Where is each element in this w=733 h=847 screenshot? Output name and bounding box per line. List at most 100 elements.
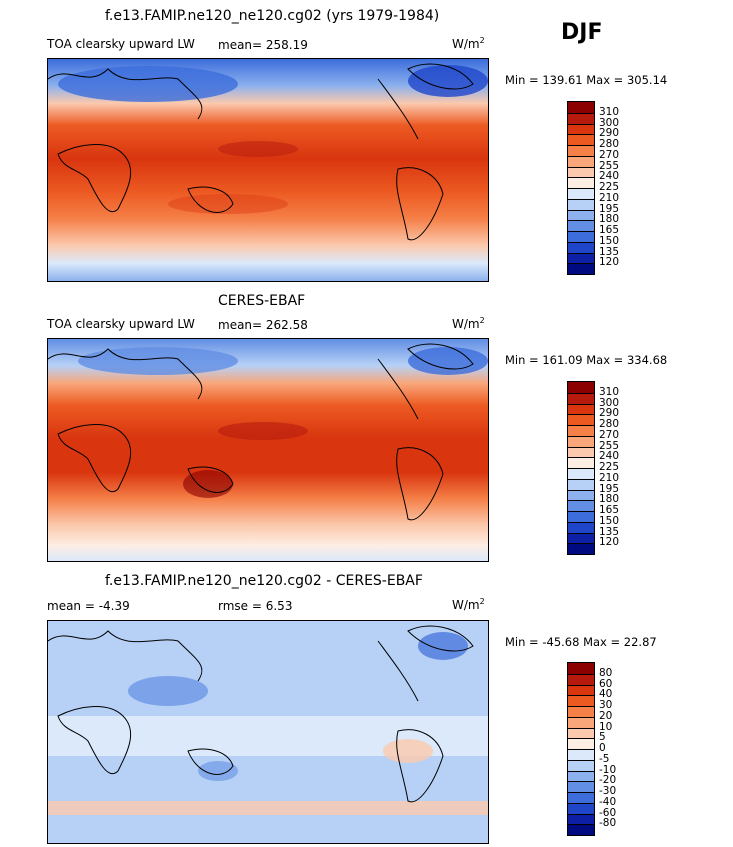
colorbar-tick-label: 290 [599,127,620,140]
colorbar-tick-label: -20 [599,774,617,787]
colorbar-tick-label: 10 [599,720,613,733]
colorbar-tick-label: 135 [599,245,620,258]
colorbar-swatch [568,446,594,458]
colorbar-tick-label: 40 [599,688,613,701]
colorbar-swatch [568,177,594,188]
colorbar-tick-label: 310 [599,385,620,398]
colorbar-swatch [568,716,594,728]
panel-1-map [47,58,489,282]
colorbar-tick-label: 150 [599,234,620,247]
colorbar-swatch [568,521,594,533]
panel-2-map-field [48,339,488,561]
panel-3-units: W/m2 [452,597,485,612]
panel-1-title: f.e13.FAMIP.ne120_ne120.cg02 (yrs 1979-1… [105,8,440,24]
colorbar-tick-label: 135 [599,525,620,538]
panel-1-minmax: Min = 139.61 Max = 305.14 [505,73,668,87]
colorbar-swatch [568,511,594,522]
panel-2-left-label: TOA clearsky upward LW [47,317,195,331]
colorbar-swatch [568,802,594,814]
colorbar-swatch [568,673,594,685]
colorbar-tick-label: -30 [599,785,617,797]
colorbar-swatch [568,414,594,425]
colorbar-swatch [568,188,594,199]
panel-2-map [47,338,489,562]
colorbar-tick-label: 310 [599,105,620,118]
colorbar-swatch [568,727,594,739]
colorbar-swatch [568,738,594,749]
colorbar-tick-label: 5 [599,731,606,744]
colorbar-tick-label: 60 [599,677,613,690]
colorbar-swatch [568,478,594,490]
colorbar-swatch [568,468,594,479]
panel-3-mean-label: mean = -4.39 [47,599,130,613]
colorbar-swatch [568,500,594,511]
colorbar-swatch [568,425,594,436]
colorbar-swatch [568,403,594,415]
colorbar-tick-label: 280 [599,418,620,430]
colorbar-swatch [568,252,594,264]
colorbar-tick-label: 165 [599,224,620,236]
colorbar-tick-label: 255 [599,159,620,172]
colorbar-swatch [568,263,594,274]
colorbar-swatch [568,123,594,135]
colorbar-tick-label: 280 [599,138,620,150]
colorbar-tick-label: -60 [599,806,617,819]
panel-2-minmax: Min = 161.09 Max = 334.68 [505,353,668,367]
colorbar-swatch [568,824,594,835]
colorbar-tick-label: 210 [599,191,620,204]
colorbar-swatch [568,663,594,674]
colorbar-swatch [568,435,594,447]
colorbar-tick-label: 165 [599,504,620,516]
colorbar-tick-label: 240 [599,450,620,463]
season-label: DJF [561,20,603,45]
panel-1-units: W/m2 [452,36,485,51]
colorbar-swatch [568,231,594,242]
colorbar-swatch [568,102,594,113]
colorbar-swatch [568,457,594,468]
colorbar-swatch [568,532,594,544]
colorbar-swatch [568,749,594,760]
panel-3-map-field [48,621,488,843]
colorbar-tick-label: 300 [599,116,620,129]
colorbar-tick-label: 0 [599,742,606,754]
colorbar-tick-label: -80 [599,817,617,830]
panel-1-map-field [48,59,488,281]
colorbar-swatch [568,166,594,178]
colorbar-swatch [568,770,594,782]
colorbar-swatch [568,781,594,792]
colorbar-tick-label: -10 [599,763,617,776]
colorbar-tick-label: 255 [599,439,620,452]
colorbar-swatch [568,706,594,717]
colorbar-swatch [568,145,594,156]
colorbar-swatch [568,198,594,210]
colorbar-tick-label: 225 [599,181,620,193]
colorbar-tick-label: 30 [599,699,613,711]
panel-3-colorbar [567,662,595,836]
panel-2-title: CERES-EBAF [218,293,306,309]
panel-1-colorbar [567,101,595,275]
panel-3-map [47,620,489,844]
colorbar-tick-label: -5 [599,752,610,765]
colorbar-swatch [568,112,594,124]
colorbar-swatch [568,220,594,231]
panel-3-minmax: Min = -45.68 Max = 22.87 [505,635,657,649]
colorbar-swatch [568,813,594,825]
colorbar-tick-label: 290 [599,407,620,420]
panel-1-mean-label: mean= 258.19 [218,38,308,52]
colorbar-swatch [568,489,594,501]
colorbar-swatch [568,155,594,167]
colorbar-tick-label: 80 [599,666,613,679]
colorbar-tick-label: 225 [599,461,620,473]
colorbar-tick-label: 270 [599,428,620,441]
colorbar-swatch [568,134,594,145]
colorbar-tick-label: 300 [599,396,620,409]
colorbar-tick-label: -40 [599,795,617,808]
panel-3-rmse-label: rmse = 6.53 [218,599,293,613]
colorbar-tick-label: 180 [599,213,620,226]
colorbar-tick-label: 20 [599,709,613,722]
panel-1-left-label: TOA clearsky upward LW [47,37,195,51]
colorbar-tick-label: 195 [599,482,620,495]
panel-2-units: W/m2 [452,316,485,331]
colorbar-tick-label: 195 [599,202,620,215]
colorbar-swatch [568,543,594,554]
